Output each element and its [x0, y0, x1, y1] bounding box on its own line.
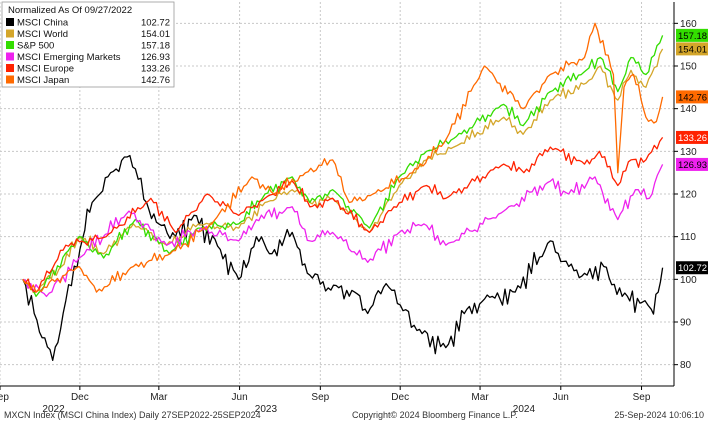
value-tag-box: [676, 90, 708, 104]
legend-series-name: MSCI Emerging Markets: [17, 52, 121, 63]
footer-source: MXCN Index (MSCI China Index) Daily 27SE…: [4, 410, 261, 420]
x-tick-label: Jun: [232, 392, 248, 403]
x-tick-label: Mar: [150, 392, 168, 403]
series-line-0: [22, 154, 664, 362]
y-tick-label: 120: [680, 190, 697, 201]
legend-series-name: S&P 500: [17, 41, 54, 52]
legend-series-value: 126.93: [141, 52, 170, 63]
x-year-label: 2023: [255, 404, 278, 415]
value-tag-label: 102.72: [678, 263, 707, 274]
value-tag-box: [676, 261, 708, 275]
value-tag-label: 157.18: [678, 31, 707, 42]
footer-timestamp: 25-Sep-2024 10:06:10: [614, 410, 704, 420]
x-tick-label: Sep: [633, 392, 651, 403]
legend-series-name: MSCI Japan: [17, 75, 69, 86]
value-tag-label: 133.26: [678, 133, 707, 144]
value-tag-label: 142.76: [678, 92, 707, 103]
y-tick-label: 150: [680, 62, 697, 73]
y-tick-label: 130: [680, 147, 697, 158]
x-year-label: 2024: [513, 404, 536, 415]
value-tags: 157.18 154.01 142.76 133.26 126.93 102.72: [676, 28, 708, 275]
legend: Normalized As Of 09/27/2022 MSCI China 102…: [1, 1, 175, 88]
legend-series-value: 157.18: [141, 41, 170, 52]
x-tick-label: Sep: [311, 392, 329, 403]
value-tag-box: [676, 42, 708, 56]
legend-swatch: [6, 41, 14, 49]
legend-swatch: [6, 29, 14, 38]
legend-title: Normalized As Of 09/27/2022: [8, 5, 132, 16]
legend-series-value: 154.01: [141, 29, 170, 40]
y-tick-label: 110: [680, 232, 696, 243]
legend-series-name: MSCI China: [17, 18, 69, 29]
x-tick-label: Sep: [0, 392, 9, 403]
legend-series-name: MSCI World: [17, 29, 68, 40]
legend-swatch: [6, 18, 14, 26]
x-tick-label: Jun: [553, 392, 569, 403]
legend-series-name: MSCI Europe: [17, 64, 74, 75]
footer: MXCN Index (MSCI China Index) Daily 27SE…: [4, 410, 704, 420]
axes: 80 90 100 110 120 130 140 150 160 Sep Dec Mar Jun Sep…: [0, 2, 697, 415]
legend-swatch: [6, 52, 14, 61]
legend-series-value: 133.26: [141, 64, 170, 75]
legend-box: [1, 1, 175, 88]
series-lines: [22, 22, 664, 362]
value-tag-box: [676, 130, 708, 144]
legend-series-value: 102.72: [141, 18, 170, 29]
x-tick-label: Mar: [471, 392, 489, 403]
value-tag-box: [676, 28, 708, 42]
legend-series-value: 142.76: [141, 75, 170, 86]
y-tick-label: 100: [680, 275, 697, 286]
footer-copyright: Copyright© 2024 Bloomberg Finance L.P.: [352, 410, 518, 420]
series-line-2: [22, 35, 664, 298]
legend-swatch: [6, 64, 14, 72]
y-tick-label: 140: [680, 104, 697, 115]
value-tag-box: [676, 157, 708, 171]
x-tick-label: Dec: [391, 392, 409, 403]
y-tick-label: 160: [680, 19, 697, 30]
x-tick-label: Dec: [71, 392, 89, 403]
series-line-3: [22, 164, 664, 298]
y-tick-label: 90: [680, 318, 692, 329]
legend-swatch: [6, 75, 14, 84]
x-year-label: 2022: [42, 404, 65, 415]
y-tick-label: 80: [680, 360, 692, 371]
value-tag-label: 126.93: [678, 160, 707, 171]
series-line-5: [22, 22, 664, 293]
series-line-4: [22, 137, 664, 293]
value-tag-label: 154.01: [678, 44, 707, 55]
